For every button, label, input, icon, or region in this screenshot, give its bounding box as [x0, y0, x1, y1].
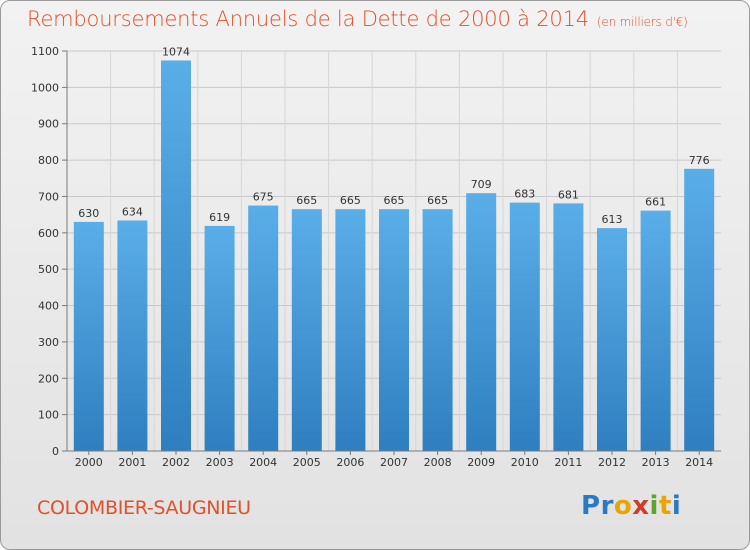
y-tick-label: 500 — [38, 263, 59, 276]
bar-value-label: 683 — [514, 188, 535, 201]
x-tick-label: 2003 — [206, 456, 234, 469]
bar-2006 — [335, 209, 366, 451]
bar-value-label: 675 — [253, 191, 274, 204]
x-tick-label: 2011 — [554, 456, 582, 469]
x-tick-label: 2006 — [336, 456, 364, 469]
x-tick-label: 2009 — [467, 456, 495, 469]
y-tick-label: 1000 — [31, 81, 59, 94]
x-tick-label: 2008 — [424, 456, 452, 469]
bar-value-label: 665 — [340, 194, 361, 207]
y-tick-label: 900 — [38, 118, 59, 131]
bar-2013 — [640, 210, 671, 451]
x-tick-label: 2002 — [162, 456, 190, 469]
bar-2004 — [248, 205, 279, 451]
y-tick-label: 700 — [38, 190, 59, 203]
bar-2009 — [466, 193, 497, 451]
chart-title: Remboursements Annuels de la Dette de 20… — [27, 7, 688, 31]
y-tick-label: 400 — [38, 300, 59, 313]
bar-value-label: 619 — [209, 211, 230, 224]
proxiti-logo: Proxiti — [581, 491, 682, 521]
x-tick-label: 2005 — [293, 456, 321, 469]
x-tick-label: 2014 — [685, 456, 713, 469]
chart-title-text: Remboursements Annuels de la Dette de 20… — [27, 7, 589, 31]
x-tick-label: 2000 — [75, 456, 103, 469]
bar-value-label: 661 — [645, 196, 666, 209]
y-tick-label: 200 — [38, 372, 59, 385]
y-tick-label: 300 — [38, 336, 59, 349]
bar-2005 — [291, 209, 322, 451]
y-tick-label: 100 — [38, 409, 59, 422]
bar-2001 — [117, 220, 148, 451]
bar-2007 — [379, 209, 409, 451]
commune-name: COLOMBIER-SAUGNIEU — [37, 497, 251, 519]
y-tick-label: 1100 — [31, 45, 59, 58]
bar-value-label: 665 — [427, 194, 448, 207]
bar-2003 — [204, 225, 235, 451]
bar-2012 — [597, 228, 627, 451]
bar-value-label: 665 — [296, 194, 317, 207]
bar-2008 — [422, 209, 453, 451]
y-tick-label: 800 — [38, 154, 59, 167]
bar-value-label: 776 — [689, 154, 710, 167]
y-tick-label: 600 — [38, 227, 59, 240]
bar-2000 — [73, 221, 104, 451]
bar-2002 — [161, 60, 191, 452]
bar-value-label: 665 — [384, 194, 405, 207]
x-tick-label: 2004 — [249, 456, 277, 469]
y-tick-label: 0 — [52, 445, 59, 458]
bar-value-label: 630 — [78, 207, 99, 220]
bar-2014 — [684, 168, 715, 451]
bar-value-label: 1074 — [162, 45, 190, 58]
bar-value-label: 709 — [471, 178, 492, 191]
x-tick-label: 2013 — [642, 456, 670, 469]
x-tick-label: 2010 — [511, 456, 539, 469]
x-tick-label: 2012 — [598, 456, 626, 469]
bar-2011 — [553, 203, 584, 451]
bar-value-label: 681 — [558, 188, 579, 201]
x-tick-label: 2007 — [380, 456, 408, 469]
bar-value-label: 634 — [122, 205, 143, 218]
x-tick-label: 2001 — [118, 456, 146, 469]
chart-subtitle: (en milliers d'€) — [596, 15, 688, 29]
bar-value-label: 613 — [602, 213, 623, 226]
bar-2010 — [509, 202, 540, 451]
